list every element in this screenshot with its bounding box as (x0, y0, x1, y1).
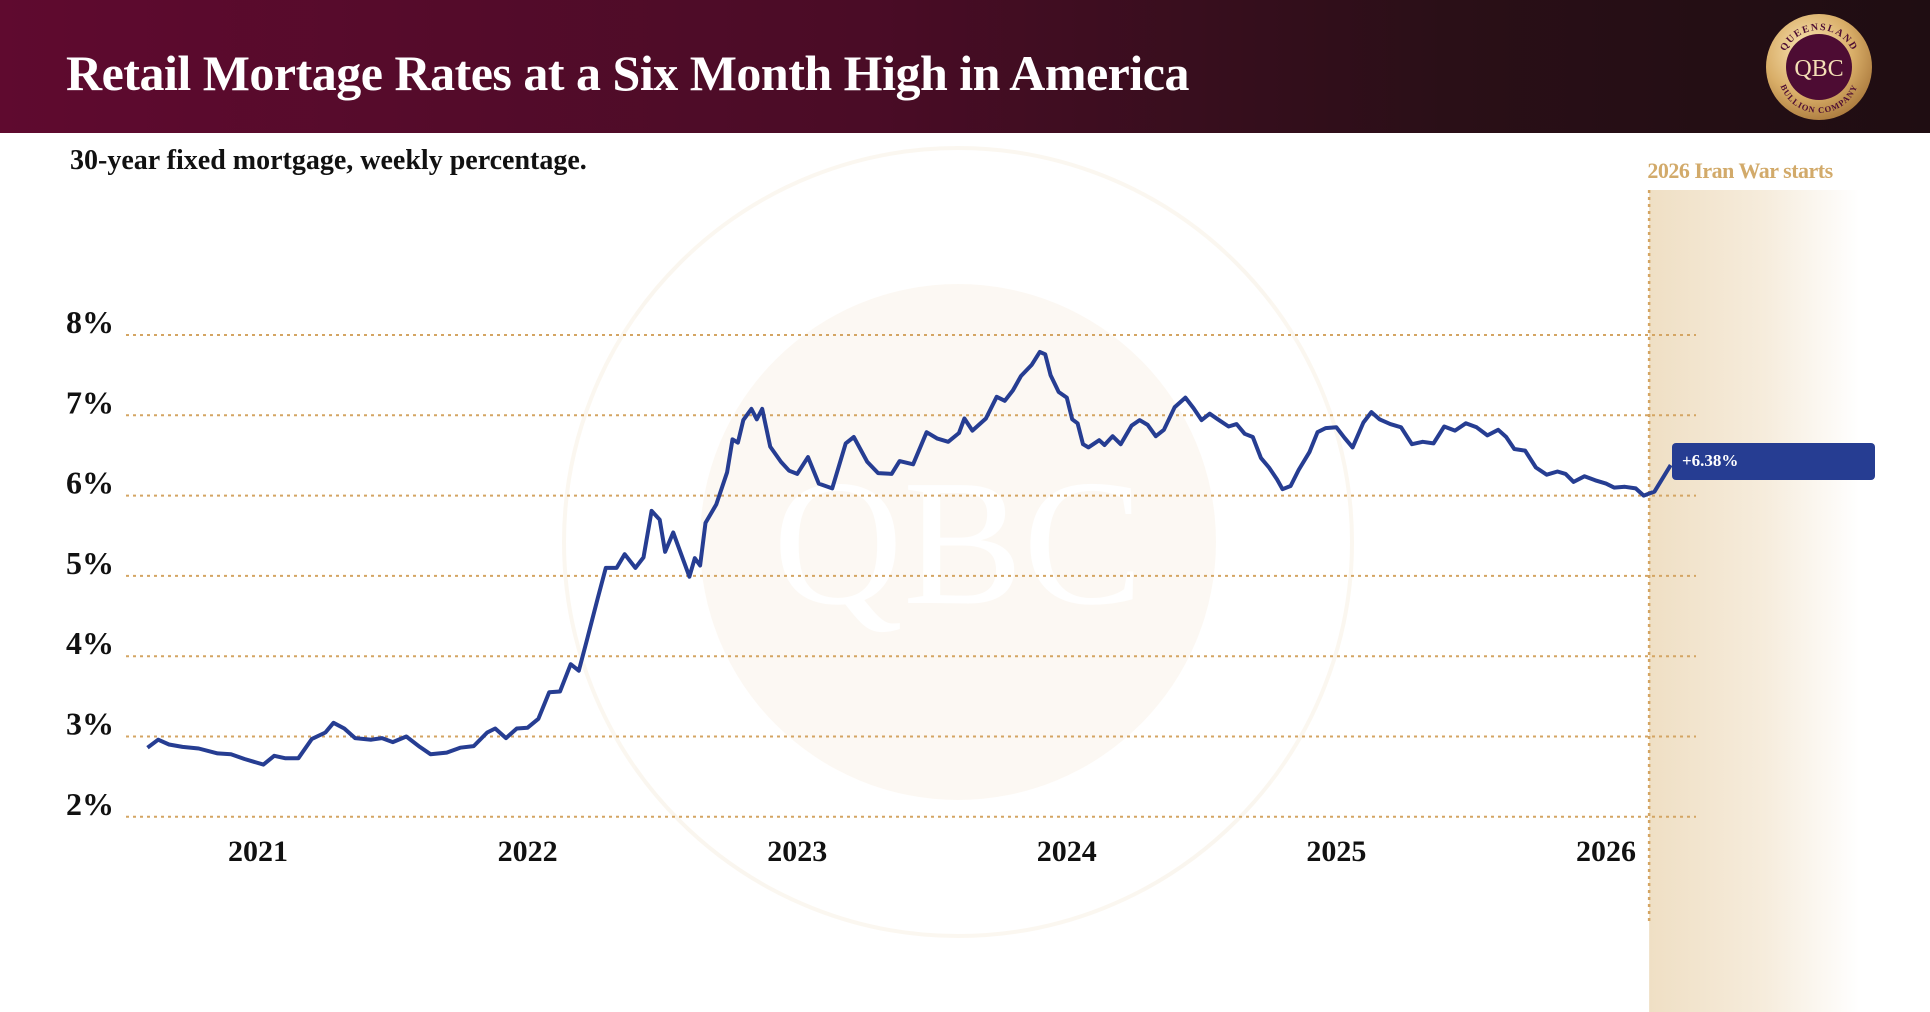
x-tick-label: 2023 (767, 835, 827, 868)
y-tick-label: 6% (66, 465, 114, 501)
iran-war-band (1649, 190, 1860, 1012)
line-chart: QBC 8% 7% 6% 5% 4% 3% 2% 2021 2022 2023 2024 2025 2… (66, 146, 1860, 1012)
y-tick-label: 2% (66, 786, 114, 822)
y-tick-label: 3% (66, 706, 114, 742)
mortgage-rate-line (146, 349, 1673, 767)
x-tick-label: 2025 (1306, 835, 1366, 868)
watermark: QBC (562, 146, 1354, 938)
latest-value-label: +6.38% (1682, 451, 1739, 470)
svg-text:QBC: QBC (773, 443, 1143, 642)
svg-text:QBC: QBC (1794, 56, 1843, 82)
latest-value-callout: +6.38% (1672, 443, 1875, 480)
page-title: Retail Mortage Rates at a Six Month High… (66, 45, 1189, 101)
iran-war-annotation: 2026 Iran War starts (1647, 158, 1833, 183)
x-tick-label: 2026 (1576, 835, 1636, 868)
y-tick-label: 5% (66, 545, 114, 581)
x-tick-label: 2024 (1037, 835, 1097, 868)
y-tick-label: 8% (66, 304, 114, 340)
x-tick-label: 2022 (498, 835, 558, 868)
y-tick-label: 7% (66, 384, 114, 420)
qbc-logo: QUEENSLAND BULLION COMPANY QBC (1766, 14, 1872, 120)
y-tick-label: 4% (66, 625, 114, 661)
x-tick-label: 2021 (228, 835, 288, 868)
header-bar: Retail Mortage Rates at a Six Month High… (0, 0, 1930, 133)
chart-subtitle: 30-year fixed mortgage, weekly percentag… (70, 145, 587, 176)
